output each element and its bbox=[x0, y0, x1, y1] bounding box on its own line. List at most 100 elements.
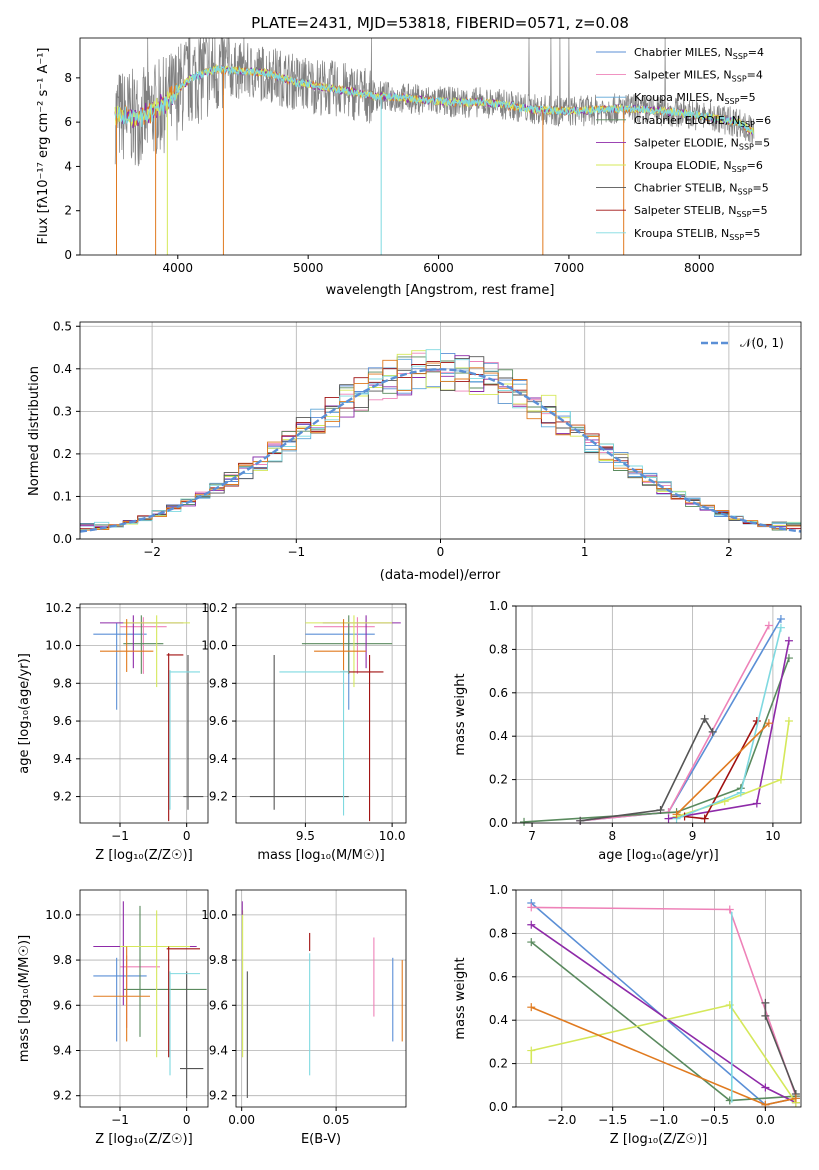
weight-marker bbox=[576, 816, 585, 825]
x-axis-label: E(B-V) bbox=[301, 1132, 341, 1147]
y-tick-label: 0.8 bbox=[489, 642, 508, 656]
y-axis-label: mass [log₁₀(M/M☉)] bbox=[17, 935, 32, 1062]
y-tick-label: 9.8 bbox=[209, 953, 228, 967]
y-tick-label: 8 bbox=[64, 71, 72, 85]
y-tick-label: 9.6 bbox=[53, 714, 72, 728]
y-tick-label: 9.2 bbox=[53, 790, 72, 804]
weight-marker bbox=[776, 615, 785, 624]
gauss-curve bbox=[79, 368, 802, 533]
panel-frame bbox=[515, 605, 802, 824]
x-tick-label: −1 bbox=[287, 545, 305, 559]
y-tick-label: 0.3 bbox=[53, 404, 72, 418]
y-axis-label: mass weight bbox=[453, 673, 468, 755]
spectrum-legend: Chabrier MILES, NSSP=4 Salpeter MILES, NS… bbox=[596, 46, 771, 242]
x-tick-label: 0 bbox=[183, 829, 191, 843]
y-tick-label: 9.4 bbox=[209, 752, 228, 766]
weight-marker bbox=[700, 814, 709, 823]
x-tick-label: −0.5 bbox=[700, 1113, 729, 1127]
mass-weight-vs-metallicity-panel: −2.0 −1.5 −1.0 −0.5 0.0 0.0 0.2 0.4 0.6 0.8 1.0 Z [… bbox=[453, 883, 802, 1147]
y-tick-label: 0.4 bbox=[489, 1013, 508, 1027]
x-tick-label: 7000 bbox=[554, 261, 585, 275]
weight-marker bbox=[761, 1011, 770, 1020]
panel-frame bbox=[235, 603, 407, 824]
spectrum-lines bbox=[114, 37, 755, 255]
y-tick-label: 0.0 bbox=[53, 532, 72, 546]
age-vs-metallicity-panel: −1 0 9.2 9.4 9.6 9.8 10.0 10.2 Z [log₁₀(Z/Z☉)] ag… bbox=[17, 601, 209, 863]
gauss-legend-label: 𝒩(0, 1) bbox=[740, 336, 784, 350]
model-spectrum bbox=[114, 65, 754, 135]
weight-marker bbox=[776, 775, 785, 784]
x-tick-label: −2.0 bbox=[547, 1113, 576, 1127]
y-tick-label: 10.0 bbox=[201, 908, 228, 922]
x-tick-label: 5000 bbox=[293, 261, 324, 275]
panel-frame bbox=[79, 889, 209, 1108]
x-tick-label: −1 bbox=[111, 1113, 129, 1127]
legend-label: Chabrier STELIB, NSSP=5 bbox=[634, 182, 769, 197]
x-tick-label: 8000 bbox=[684, 261, 715, 275]
x-axis-label: mass [log₁₀(M/M☉)] bbox=[257, 848, 384, 863]
weight-marker bbox=[776, 623, 785, 632]
y-tick-label: 9.6 bbox=[53, 998, 72, 1012]
x-tick-label: 10.0 bbox=[379, 829, 406, 843]
weight-marker bbox=[761, 998, 770, 1007]
weight-marker bbox=[700, 714, 709, 723]
spectrum-ylabel: Flux [fλ10⁻¹⁷ erg cm⁻² s⁻¹ A⁻¹] bbox=[36, 48, 51, 245]
x-tick-label: 0.00 bbox=[228, 1113, 255, 1127]
x-axis-label: age [log₁₀(age/yr)] bbox=[598, 848, 719, 863]
y-tick-label: 9.2 bbox=[209, 1089, 228, 1103]
weight-marker bbox=[527, 903, 536, 912]
y-tick-label: 4 bbox=[64, 159, 72, 173]
y-tick-label: 0.2 bbox=[489, 1057, 508, 1071]
x-tick-label: 0.05 bbox=[323, 1113, 350, 1127]
histogram-axes: −2 −1 0 1 2 0.0 0.1 0.2 0.3 0.4 0.5 bbox=[53, 319, 733, 559]
y-tick-label: 9.2 bbox=[53, 1089, 72, 1103]
x-tick-label: 6000 bbox=[423, 261, 454, 275]
x-tick-label: 4000 bbox=[163, 261, 194, 275]
x-axis-label: Z [log₁₀(Z/Z☉)] bbox=[95, 1132, 192, 1147]
panel-frame bbox=[79, 603, 209, 824]
mass-vs-metallicity-panel: −1 0 9.2 9.4 9.6 9.8 10.0 Z [log₁₀(Z/Z☉)] mass [… bbox=[17, 889, 209, 1147]
x-axis-label: Z [log₁₀(Z/Z☉)] bbox=[95, 848, 192, 863]
mass-weight-vs-age-panel: 7 8 9 10 0.0 0.2 0.4 0.6 0.8 1.0 age [log₁₀(age/yr… bbox=[453, 599, 802, 863]
y-axis-label: age [log₁₀(age/yr)] bbox=[17, 653, 32, 774]
x-tick-label: −1.0 bbox=[649, 1113, 678, 1127]
y-tick-label: 0.4 bbox=[489, 729, 508, 743]
weight-marker bbox=[752, 799, 761, 808]
weight-series bbox=[580, 717, 714, 822]
x-tick-label: 2 bbox=[725, 545, 733, 559]
weight-marker bbox=[672, 810, 681, 819]
histogram-ylabel: Normed distribution bbox=[27, 366, 42, 496]
y-tick-label: 9.8 bbox=[53, 676, 72, 690]
y-tick-label: 10.0 bbox=[45, 639, 72, 653]
weight-marker bbox=[664, 814, 673, 823]
legend-label: Kroupa STELIB, NSSP=5 bbox=[634, 227, 760, 242]
y-tick-label: 0.1 bbox=[53, 489, 72, 503]
panel-frame bbox=[235, 889, 407, 1108]
x-axis-label: Z [log₁₀(Z/Z☉)] bbox=[610, 1132, 707, 1147]
weight-marker bbox=[520, 817, 529, 826]
x-tick-label: 0.0 bbox=[756, 1113, 775, 1127]
y-axis-label: mass weight bbox=[453, 957, 468, 1039]
histogram-xlabel: (data-model)/error bbox=[380, 568, 501, 583]
histogram-steps bbox=[79, 349, 802, 533]
y-tick-label: 0.8 bbox=[489, 926, 508, 940]
y-tick-label: 9.4 bbox=[209, 1043, 228, 1057]
legend-label: Chabrier MILES, NSSP=4 bbox=[634, 46, 764, 61]
age-vs-mass-panel: 9.5 10.0 9.2 9.4 9.6 9.8 10.0 10.2 mass [log₁₀(M… bbox=[201, 601, 407, 863]
x-tick-label: 7 bbox=[528, 829, 536, 843]
x-tick-label: 1 bbox=[581, 545, 589, 559]
y-tick-label: 9.4 bbox=[53, 752, 72, 766]
weight-marker bbox=[708, 727, 717, 736]
x-tick-label: −1.5 bbox=[598, 1113, 627, 1127]
spectrum-panel: 4000 5000 6000 7000 8000 0 2 4 6 8 wavelength [An… bbox=[36, 37, 802, 298]
y-tick-label: 1.0 bbox=[489, 599, 508, 613]
y-tick-label: 9.6 bbox=[209, 714, 228, 728]
y-tick-label: 2 bbox=[64, 204, 72, 218]
weight-marker bbox=[784, 717, 793, 726]
y-tick-label: 10.2 bbox=[201, 601, 228, 615]
weight-marker bbox=[725, 905, 734, 914]
legend-label: Kroupa ELODIE, NSSP=6 bbox=[634, 159, 763, 174]
weight-marker bbox=[656, 805, 665, 814]
y-tick-label: 0.2 bbox=[53, 447, 72, 461]
